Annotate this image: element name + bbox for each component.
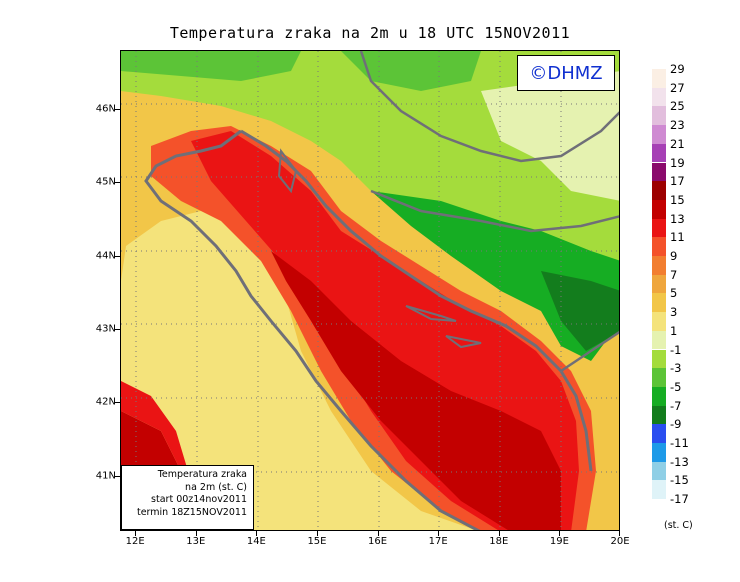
- lat-tick: [115, 255, 120, 257]
- dhmz-watermark: ©DHMZ: [517, 55, 615, 91]
- legend-swatch: [652, 330, 666, 350]
- map-title: Temperatura zraka na 2m u 18 UTC 15NOV20…: [169, 24, 571, 42]
- lon-tick: [256, 531, 258, 536]
- temperature-field: [121, 51, 619, 530]
- legend-label: 21: [670, 136, 685, 151]
- legend-swatch: [652, 237, 666, 256]
- legend-swatch: [652, 293, 666, 313]
- temperature-map: ©DHMZ Temperatura zraka na 2m (st. C) st…: [120, 50, 620, 531]
- legend-label: -3: [670, 361, 682, 376]
- lat-label-46n: 46N: [95, 103, 116, 115]
- lat-tick: [115, 182, 120, 184]
- legend-label: 27: [670, 80, 685, 95]
- lon-tick: [438, 531, 440, 536]
- legend-swatch: [652, 274, 666, 294]
- legend-swatch: [652, 443, 666, 462]
- legend-swatch: [652, 69, 666, 88]
- lat-label-41n: 41N: [95, 470, 116, 482]
- legend-label: 5: [670, 286, 678, 301]
- field-cold-bosnia: [371, 191, 619, 361]
- legend-unit: (st. C): [664, 520, 693, 531]
- legend-swatch: [652, 461, 666, 481]
- lon-tick: [195, 531, 197, 536]
- legend-swatch: [652, 199, 666, 219]
- legend-label: 3: [670, 305, 678, 320]
- lat-tick: [115, 475, 120, 477]
- lon-label-18e: 18E: [489, 536, 509, 547]
- lon-label-16e: 16E: [368, 536, 388, 547]
- legend-label: -5: [670, 379, 682, 394]
- lat-tick: [115, 108, 120, 110]
- legend-swatch: [652, 368, 666, 387]
- legend-label: 11: [670, 230, 685, 245]
- legend-label: -9: [670, 417, 682, 432]
- legend-label: 1: [670, 323, 678, 338]
- lon-tick: [316, 531, 318, 536]
- info-line-units: na 2m (st. C): [185, 481, 247, 493]
- border-north: [359, 51, 619, 163]
- lat-tick: [115, 329, 120, 331]
- lat-label-45n: 45N: [95, 176, 116, 188]
- legend-label: 15: [670, 192, 685, 207]
- legend-label: 7: [670, 267, 678, 282]
- info-line-valid: termin 18Z15NOV2011: [136, 506, 247, 518]
- lon-tick: [619, 531, 620, 536]
- legend-swatch: [652, 405, 666, 425]
- legend-swatch: [652, 312, 666, 331]
- legend-swatch: [652, 125, 666, 144]
- graticule: [121, 51, 619, 530]
- lat-tick: [115, 402, 120, 404]
- legend-swatch: [652, 106, 666, 126]
- info-box: Temperatura zraka na 2m (st. C) start 00…: [121, 465, 254, 530]
- lon-label-19e: 19E: [549, 536, 569, 547]
- lon-tick: [135, 531, 137, 536]
- lon-label-15e: 15E: [307, 536, 327, 547]
- field-coast-band: [121, 211, 476, 530]
- lon-label-17e: 17E: [428, 536, 448, 547]
- legend-label: 23: [670, 118, 685, 133]
- field-cold-nw: [121, 51, 301, 81]
- lat-label-44n: 44N: [95, 250, 116, 262]
- legend-label: 25: [670, 99, 685, 114]
- lon-tick: [377, 531, 379, 536]
- lon-label-13e: 13E: [186, 536, 206, 547]
- lon-label-12e: 12E: [125, 536, 145, 547]
- legend-label: -1: [670, 342, 682, 357]
- legend-label: -7: [670, 398, 682, 413]
- legend-label: -15: [670, 473, 689, 488]
- lon-label-20e: 20E: [610, 536, 630, 547]
- legend-swatch: [652, 181, 666, 200]
- legend-label: 9: [670, 249, 678, 263]
- lon-label-14e: 14E: [246, 536, 266, 547]
- legend-swatch: [652, 424, 666, 443]
- field-mild-ne: [481, 71, 619, 201]
- legend-swatch: [652, 218, 666, 238]
- legend-label: -11: [670, 436, 689, 450]
- lon-tick: [498, 531, 500, 536]
- legend-swatch: [652, 87, 666, 107]
- legend-swatch: [652, 256, 666, 275]
- legend-label: 17: [670, 174, 685, 189]
- field-adriatic-core: [271, 251, 561, 530]
- legend-label: -17: [670, 492, 689, 507]
- legend-swatch: [652, 162, 666, 182]
- lon-tick: [559, 531, 561, 536]
- border-bosnia: [370, 189, 619, 233]
- legend-label: 29: [670, 62, 685, 76]
- legend-swatch: [652, 349, 666, 369]
- info-line-variable: Temperatura zraka: [157, 469, 247, 480]
- legend-swatch: [652, 386, 666, 406]
- lat-label-42n: 42N: [95, 396, 116, 408]
- info-line-start: start 00z14nov2011: [151, 494, 247, 505]
- legend-label: -13: [670, 454, 689, 469]
- legend-label: 13: [670, 211, 685, 226]
- field-cold-north: [341, 51, 481, 91]
- legend-swatch: [652, 480, 666, 500]
- lat-label-43n: 43N: [95, 323, 116, 335]
- legend-swatch: [652, 143, 666, 163]
- legend-label: 19: [670, 155, 685, 170]
- italy-coastline: [144, 129, 481, 530]
